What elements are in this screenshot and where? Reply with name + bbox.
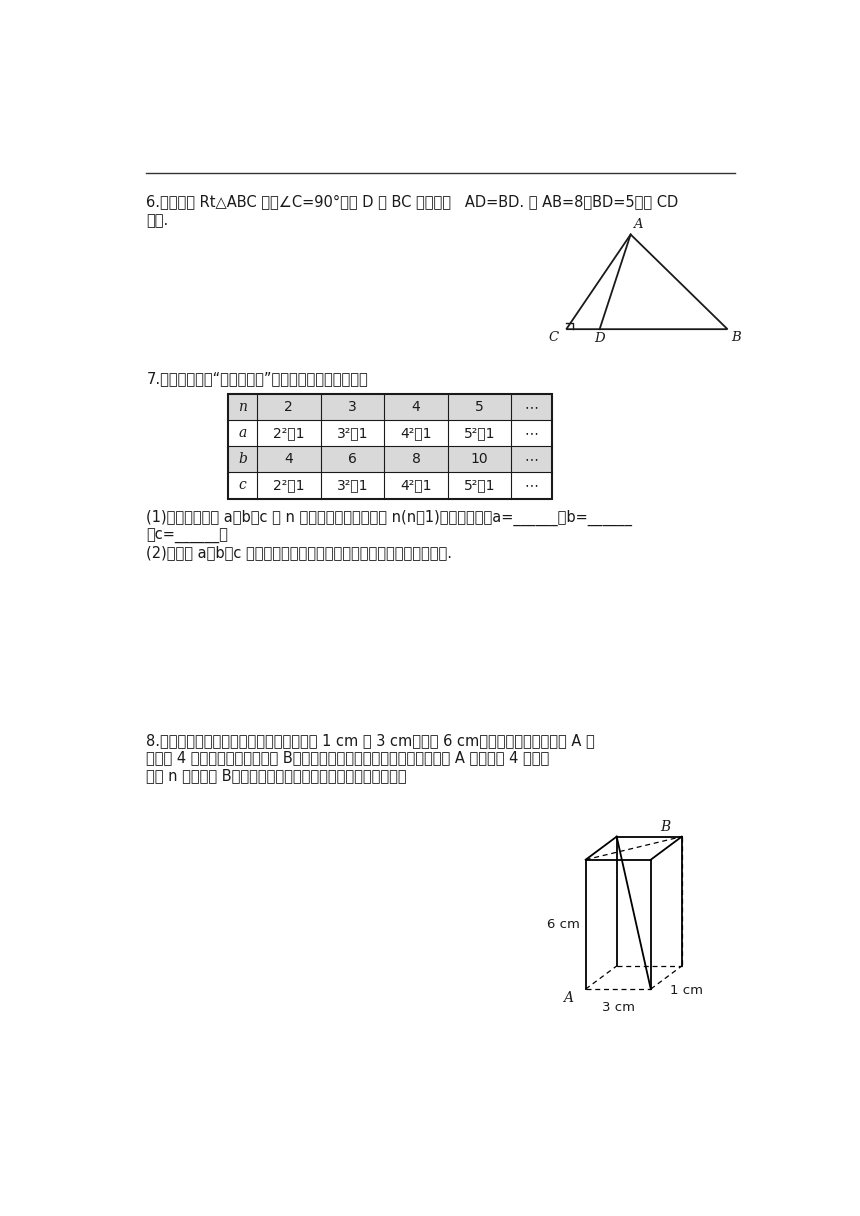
Text: c: c — [238, 478, 246, 492]
Text: 10: 10 — [470, 452, 488, 466]
Text: 3: 3 — [348, 400, 357, 413]
Text: 4²＋1: 4²＋1 — [400, 478, 432, 492]
Text: 2²＋1: 2²＋1 — [273, 478, 304, 492]
Text: B: B — [731, 332, 741, 344]
Text: (1)请你分别探究 a，b，c 与 n 之间的关系，并且用含 n(n＞1)的式子表示：a=______，b=______: (1)请你分别探究 a，b，c 与 n 之间的关系，并且用含 n(n＞1)的式子… — [146, 511, 632, 527]
Text: ⋯: ⋯ — [525, 452, 538, 466]
Text: 5: 5 — [475, 400, 484, 413]
Text: 4: 4 — [412, 400, 421, 413]
Bar — [228, 446, 551, 472]
Text: 2²－1: 2²－1 — [273, 426, 304, 440]
Text: a: a — [238, 426, 247, 440]
Text: n: n — [238, 400, 247, 413]
Text: 始经过 4 个侧面缠绕一圈到达点 B，那么所用细线最短需要多长？如果从点 A 开始经过 4 个侧面: 始经过 4 个侧面缠绕一圈到达点 B，那么所用细线最短需要多长？如果从点 A 开… — [146, 750, 550, 765]
Text: 4: 4 — [285, 452, 293, 466]
Bar — [228, 472, 551, 499]
Text: 3²－1: 3²－1 — [336, 426, 368, 440]
Text: 缠绕 n 圈到达点 B，那么所用细线最短时其长度的平方是多少？: 缠绕 n 圈到达点 B，那么所用细线最短时其长度的平方是多少？ — [146, 769, 407, 783]
Text: 1 cm: 1 cm — [670, 984, 703, 997]
Text: ⋯: ⋯ — [525, 426, 538, 440]
Text: 8.如图，长方体的底面相邻两边的长分别为 1 cm 和 3 cm，高为 6 cm，如果用一根细线从点 A 开: 8.如图，长方体的底面相邻两边的长分别为 1 cm 和 3 cm，高为 6 cm… — [146, 733, 595, 748]
Text: 6: 6 — [348, 452, 357, 466]
Text: A: A — [633, 219, 642, 231]
Text: C: C — [549, 332, 559, 344]
Text: 8: 8 — [412, 452, 421, 466]
Text: 3²＋1: 3²＋1 — [336, 478, 368, 492]
Text: B: B — [660, 820, 671, 833]
Text: b: b — [238, 452, 247, 466]
Text: 4²－1: 4²－1 — [400, 426, 432, 440]
Bar — [228, 394, 551, 420]
Text: 5²＋1: 5²＋1 — [464, 478, 495, 492]
Text: A: A — [563, 991, 574, 1006]
Text: 2: 2 — [285, 400, 293, 413]
Text: 6.如图，在 Rt△ABC 中，∠C=90°，点 D 是 BC 上一点，   AD=BD. 若 AB=8，BD=5，求 CD: 6.如图，在 Rt△ABC 中，∠C=90°，点 D 是 BC 上一点， AD=… — [146, 193, 679, 209]
Text: ⋯: ⋯ — [525, 400, 538, 413]
Text: 6 cm: 6 cm — [547, 918, 580, 931]
Text: ⋯: ⋯ — [525, 478, 538, 492]
Text: D: D — [594, 332, 605, 345]
Text: (2)猜想以 a，b，c 为边长的三角形是否为直角三角形，并证明你的猜想.: (2)猜想以 a，b，c 为边长的三角形是否为直角三角形，并证明你的猜想. — [146, 545, 452, 559]
Bar — [228, 394, 551, 499]
Bar — [228, 420, 551, 446]
Text: 7.张老师在一次“探究性学习”课中，设计了如下数表：: 7.张老师在一次“探究性学习”课中，设计了如下数表： — [146, 371, 368, 385]
Text: 5²－1: 5²－1 — [464, 426, 495, 440]
Text: 的长.: 的长. — [146, 213, 169, 227]
Text: ，c=______；: ，c=______； — [146, 529, 228, 545]
Text: 3 cm: 3 cm — [602, 1002, 635, 1014]
